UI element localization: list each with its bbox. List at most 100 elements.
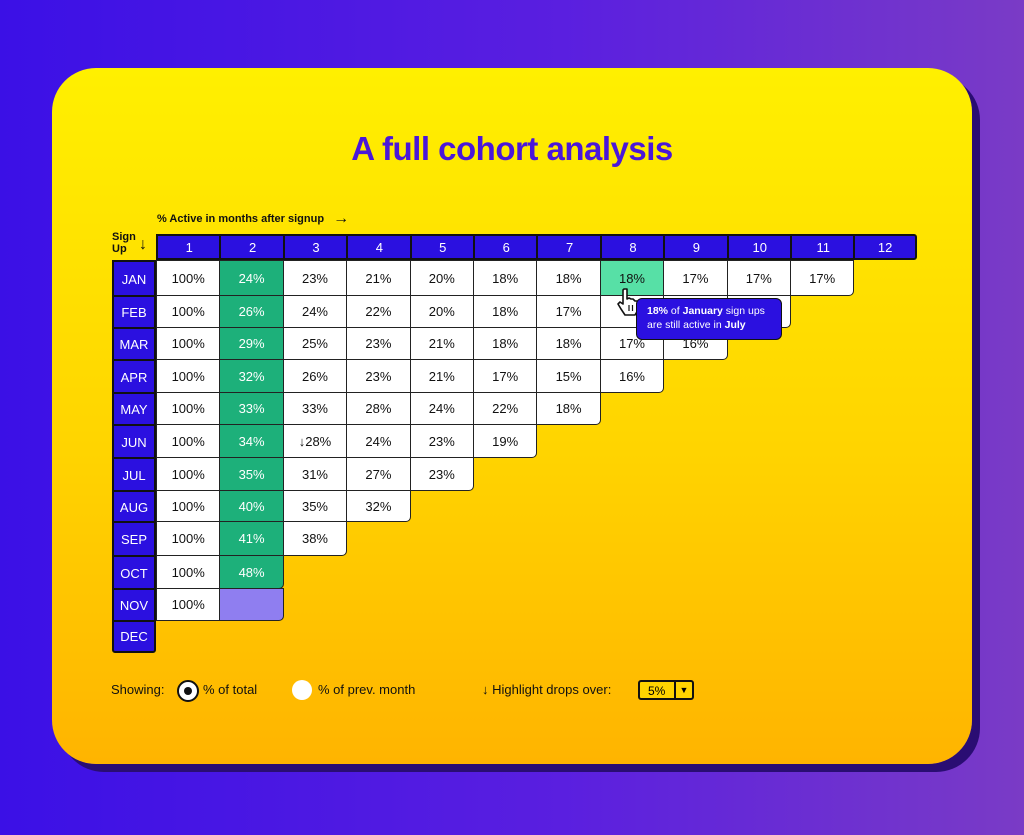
cohort-cell[interactable]: 21% (409, 327, 474, 360)
cohort-cell[interactable]: 35% (282, 490, 348, 522)
cohort-cell[interactable]: 100% (156, 457, 221, 491)
cohort-cell[interactable]: 26% (219, 295, 284, 328)
column-header-3: 3 (282, 234, 348, 260)
column-header-1: 1 (156, 234, 221, 260)
cohort-cell[interactable]: 20% (409, 260, 474, 296)
cohort-cell[interactable]: 32% (219, 359, 284, 393)
cohort-cell[interactable]: 18% (473, 260, 538, 296)
cohort-cell[interactable]: 17% (536, 295, 601, 328)
cohort-cell[interactable]: 19% (473, 424, 538, 458)
cohort-cell[interactable]: 38% (282, 521, 348, 556)
cohort-cell[interactable]: 18% (536, 327, 601, 360)
cohort-cell[interactable]: 33% (219, 392, 284, 425)
cohort-cell[interactable]: 100% (156, 490, 221, 522)
cohort-cell[interactable]: 21% (346, 260, 411, 296)
dropdown-caret-icon[interactable]: ▼ (674, 682, 692, 698)
cohort-cell[interactable]: 100% (156, 555, 221, 589)
column-header-2: 2 (219, 234, 284, 260)
row-label-apr: APR (112, 359, 156, 393)
cohort-cell[interactable]: 100% (156, 359, 221, 393)
cohort-cell[interactable]: 28% (346, 392, 411, 425)
cohort-cell[interactable]: 31% (282, 457, 348, 491)
cohort-cell[interactable]: 41% (219, 521, 284, 556)
tooltip-text-1: of (668, 305, 683, 317)
retention-tooltip: 18% of January sign ups are still active… (636, 298, 782, 340)
cohort-cell[interactable]: 23% (409, 457, 474, 491)
column-header-10: 10 (726, 234, 791, 260)
cohort-cell[interactable]: 15% (536, 359, 601, 393)
row-axis-label: Sign Up (112, 231, 136, 255)
cohort-cell[interactable]: 16% (599, 359, 665, 393)
column-header-12: 12 (853, 234, 917, 260)
cohort-cell[interactable]: 29% (219, 327, 284, 360)
row-label-oct: OCT (112, 555, 156, 589)
cohort-cell[interactable]: 24% (409, 392, 474, 425)
threshold-value: 5% (648, 684, 666, 698)
cohort-cell[interactable]: 24% (282, 295, 348, 328)
column-header-8: 8 (599, 234, 665, 260)
row-label-aug: AUG (112, 490, 156, 522)
cohort-cell[interactable] (219, 588, 284, 621)
cohort-cell[interactable]: 100% (156, 424, 221, 458)
cohort-cell[interactable]: 18% (536, 392, 601, 425)
tooltip-cohort: January (682, 305, 723, 317)
cohort-cell[interactable]: 100% (156, 521, 221, 556)
row-label-feb: FEB (112, 295, 156, 328)
row-label-jul: JUL (112, 457, 156, 491)
cohort-cell[interactable]: 22% (473, 392, 538, 425)
cohort-cell[interactable]: 17% (473, 359, 538, 393)
cohort-cell[interactable]: 24% (346, 424, 411, 458)
radio-percent-of-total[interactable] (177, 680, 199, 702)
cohort-cell[interactable]: 18% (473, 295, 538, 328)
cohort-cell[interactable]: 100% (156, 588, 221, 621)
cohort-cell[interactable]: ↓28% (282, 424, 348, 458)
column-header-7: 7 (536, 234, 601, 260)
cohort-cell[interactable]: 23% (282, 260, 348, 296)
arrow-down-icon: ↓ (139, 236, 147, 253)
cohort-cell[interactable]: 26% (282, 359, 348, 393)
cohort-cell[interactable]: 22% (346, 295, 411, 328)
column-axis-caption: % Active in months after signup → (157, 209, 349, 227)
cohort-cell[interactable]: 23% (346, 359, 411, 393)
cohort-cell[interactable]: 20% (409, 295, 474, 328)
column-axis-label: % Active in months after signup (157, 213, 325, 225)
radio-percent-of-prev-month-label[interactable]: % of prev. month (318, 682, 416, 697)
tooltip-month: July (724, 319, 746, 331)
cohort-cell[interactable]: 32% (346, 490, 411, 522)
arrow-right-icon: → (333, 210, 350, 227)
radio-percent-of-prev-month[interactable] (292, 680, 312, 700)
row-label-mar: MAR (112, 327, 156, 360)
cohort-cell[interactable]: 48% (219, 555, 284, 589)
threshold-select[interactable]: 5% ▼ (638, 680, 694, 700)
tooltip-text-3: are still active in (647, 319, 725, 331)
cohort-cell[interactable]: 27% (346, 457, 411, 491)
cohort-cell[interactable]: 40% (219, 490, 284, 522)
cohort-cell[interactable]: 100% (156, 392, 221, 425)
cohort-cell[interactable]: 100% (156, 295, 221, 328)
cohort-cell[interactable]: 21% (409, 359, 474, 393)
radio-percent-of-total-label[interactable]: % of total (203, 682, 258, 697)
cohort-cell[interactable]: 100% (156, 260, 221, 296)
column-header-11: 11 (790, 234, 855, 260)
cohort-cell[interactable]: 18% (473, 327, 538, 360)
tooltip-text-2: sign ups (722, 305, 765, 317)
cohort-cell[interactable]: 17% (790, 260, 855, 296)
cohort-cell[interactable]: 23% (409, 424, 474, 458)
showing-label: Showing: (111, 682, 165, 697)
cohort-cell[interactable]: 100% (156, 327, 221, 360)
cohort-cell[interactable]: 34% (219, 424, 284, 458)
cohort-cell[interactable]: 35% (219, 457, 284, 491)
page-title: A full cohort analysis (351, 130, 673, 167)
cohort-cell[interactable]: 33% (282, 392, 348, 425)
cohort-cell[interactable]: 24% (219, 260, 284, 296)
row-label-nov: NOV (112, 588, 156, 621)
row-label-dec: DEC (112, 620, 156, 653)
column-header-5: 5 (409, 234, 474, 260)
cohort-cell[interactable]: 17% (663, 260, 728, 296)
tooltip-value: 18% (647, 305, 669, 317)
cohort-cell[interactable]: 17% (726, 260, 791, 296)
row-label-sep: SEP (112, 521, 156, 556)
cohort-cell[interactable]: 23% (346, 327, 411, 360)
cohort-cell[interactable]: 18% (536, 260, 601, 296)
cohort-cell[interactable]: 25% (282, 327, 348, 360)
